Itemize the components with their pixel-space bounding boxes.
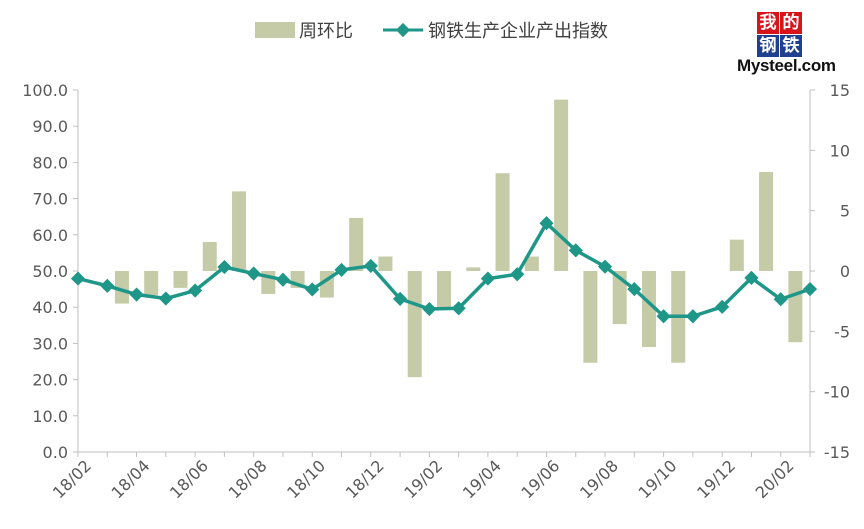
right-tick-label: -10 — [824, 383, 850, 402]
left-tick-label: 20.0 — [32, 371, 68, 390]
legend-line-label: 钢铁生产企业产出指数 — [428, 21, 608, 42]
line-point — [802, 282, 818, 297]
right-tick-label: 5 — [840, 202, 850, 221]
x-tick-label: 19/06 — [517, 456, 563, 502]
left-tick-label: 40.0 — [32, 298, 68, 317]
line-point — [597, 259, 613, 274]
line-point — [568, 243, 583, 258]
line-point — [246, 266, 261, 281]
x-tick-label: 20/02 — [752, 456, 798, 502]
bar-series — [114, 99, 803, 378]
bar — [583, 271, 598, 363]
line-point — [305, 282, 320, 297]
line-point — [422, 301, 437, 317]
bar — [495, 173, 510, 271]
x-tick-label: 18/10 — [283, 456, 329, 502]
x-tick-label: 19/04 — [459, 456, 505, 502]
legend-bar-swatch — [255, 22, 295, 38]
logo-char-1: 我 — [757, 12, 779, 34]
left-tick-label: 50.0 — [32, 262, 68, 281]
bar — [788, 271, 803, 343]
line-point — [100, 278, 115, 293]
right-tick-label: -5 — [834, 322, 850, 341]
logo-char-2: 的 — [780, 12, 802, 34]
bar — [378, 256, 393, 271]
legend-line-marker — [395, 22, 411, 38]
x-tick-label: 19/10 — [635, 456, 681, 502]
line-point — [334, 262, 349, 277]
bar — [407, 271, 422, 378]
logo-char-4: 铁 — [780, 35, 802, 57]
line-point — [451, 301, 466, 316]
right-tick-label: 10 — [830, 141, 850, 160]
line-point — [70, 271, 86, 286]
x-tick-label: 18/04 — [107, 456, 153, 502]
mysteel-logo: 我 的 钢 铁 Mysteel.com — [735, 12, 855, 82]
x-tick-label: 18/12 — [342, 456, 388, 502]
legend: 周环比 钢铁生产企业产出指数 — [255, 21, 608, 42]
bar — [466, 267, 481, 271]
line-point — [275, 272, 291, 287]
line-point — [539, 216, 554, 231]
x-tick-label: 19/08 — [576, 456, 622, 502]
line-point — [217, 259, 232, 275]
x-tick-label: 18/02 — [49, 456, 95, 502]
right-tick-label: -15 — [824, 443, 850, 462]
bar — [554, 99, 569, 271]
left-tick-label: 60.0 — [32, 226, 68, 245]
line-point — [480, 271, 495, 286]
left-tick-label: 100.0 — [22, 81, 68, 100]
line-point — [188, 283, 203, 298]
line-point — [129, 287, 144, 302]
line-point — [393, 291, 408, 306]
bar — [612, 271, 627, 325]
bar — [349, 217, 364, 271]
logo-wordmark: Mysteel.com — [737, 56, 836, 75]
left-tick-label: 80.0 — [32, 153, 68, 172]
left-tick-label: 10.0 — [32, 407, 68, 426]
line-point — [656, 309, 671, 324]
bar — [437, 271, 451, 308]
line-point — [510, 267, 525, 282]
line-point — [715, 299, 730, 314]
bar — [729, 239, 744, 271]
logo-char-3: 钢 — [757, 35, 779, 57]
line-point — [158, 291, 173, 306]
left-tick-label: 90.0 — [32, 117, 68, 136]
line-point — [773, 292, 788, 307]
bar — [232, 191, 247, 271]
x-tick-label: 19/02 — [400, 456, 446, 502]
right-tick-label: 0 — [840, 262, 850, 281]
left-tick-label: 30.0 — [32, 334, 68, 353]
line-series — [70, 216, 818, 324]
legend-bar-label: 周环比 — [299, 21, 353, 42]
right-tick-label: 15 — [830, 81, 850, 100]
x-tick-label: 18/08 — [225, 456, 271, 502]
line-point — [685, 309, 700, 324]
bar — [759, 172, 774, 271]
bar — [202, 242, 217, 271]
bar — [173, 271, 188, 288]
left-tick-label: 70.0 — [32, 190, 68, 209]
bar — [524, 256, 539, 271]
bar — [144, 271, 159, 296]
x-tick-label: 18/06 — [166, 456, 212, 502]
line-point — [744, 270, 759, 285]
bar — [114, 271, 129, 304]
left-tick-label: 0.0 — [43, 443, 68, 462]
x-tick-label: 19/12 — [693, 456, 739, 502]
line-point — [627, 282, 642, 297]
line-point — [363, 258, 378, 274]
bar — [641, 271, 656, 348]
